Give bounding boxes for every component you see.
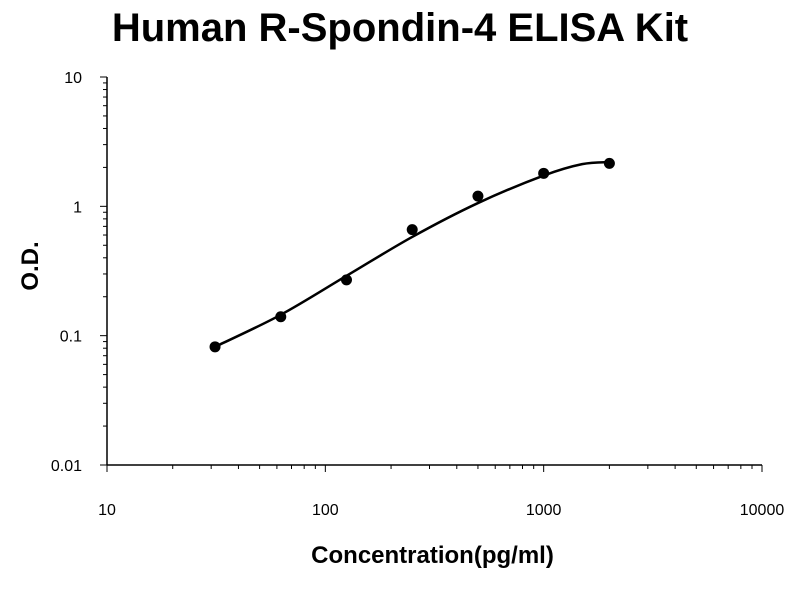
data-point xyxy=(406,224,418,236)
fit-curve-group xyxy=(214,160,610,348)
x-tick-label: 10000 xyxy=(740,502,785,519)
y-tick-label: 0.01 xyxy=(51,458,82,475)
x-tick-label: 10 xyxy=(98,502,116,519)
x-tick-label: 100 xyxy=(312,502,339,519)
data-points-group xyxy=(209,157,615,353)
tick-labels-group: 0.01 0.1 1 10 10 100 1000 10000 xyxy=(51,70,784,519)
data-point xyxy=(472,190,484,202)
x-axis-title: Concentration(pg/ml) xyxy=(311,542,554,569)
data-point xyxy=(340,274,352,286)
chart-title: Human R-Spondin-4 ELISA Kit xyxy=(111,6,689,50)
x-tick-label: 1000 xyxy=(526,502,562,519)
y-tick-label: 1 xyxy=(73,199,82,216)
ticks-group xyxy=(100,76,763,472)
data-point xyxy=(209,341,221,353)
y-tick-label: 0.1 xyxy=(60,329,82,346)
axes-group xyxy=(106,77,762,466)
data-point xyxy=(275,311,287,323)
data-point xyxy=(538,167,550,179)
y-axis-title: O.D. xyxy=(17,241,44,290)
fit-curve xyxy=(214,160,610,348)
y-tick-label: 10 xyxy=(64,70,82,87)
data-point xyxy=(603,157,615,169)
